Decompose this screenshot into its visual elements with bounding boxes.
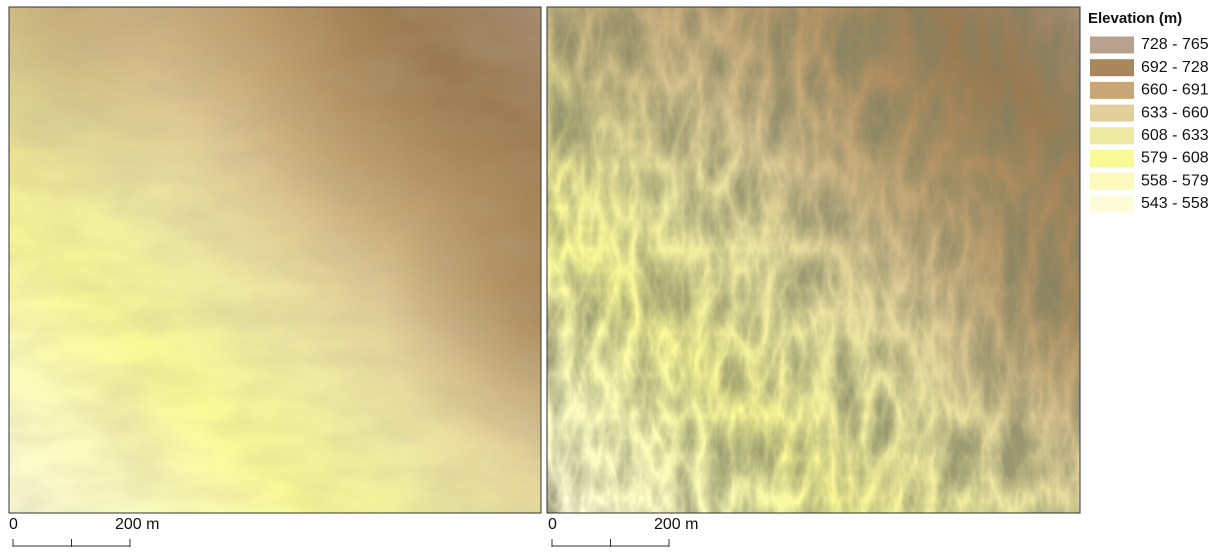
legend-label: 633 - 660 [1141, 104, 1209, 121]
legend-swatch [1090, 36, 1134, 54]
scale-start: 0 [548, 516, 557, 533]
legend-label: 692 - 728 [1141, 59, 1209, 76]
legend-label: 543 - 558 [1141, 195, 1209, 212]
legend-swatch [1090, 59, 1134, 77]
scale-end: 200 m [115, 516, 159, 533]
legend-swatch [1090, 150, 1134, 167]
map-panel [8, 6, 542, 514]
legend-swatch [1090, 81, 1134, 99]
scale-start: 0 [9, 516, 18, 533]
legend-title: Elevation (m) [1088, 10, 1182, 27]
legend-label: 660 - 691 [1141, 82, 1209, 99]
legend-label: 558 - 579 [1141, 172, 1209, 189]
legend-swatch [1090, 127, 1134, 145]
legend-label: 608 - 633 [1141, 127, 1209, 144]
legend-swatch [1090, 172, 1134, 190]
scale-end: 200 m [654, 516, 698, 533]
legend-label: 728 - 765 [1141, 36, 1209, 53]
legend-swatch [1090, 104, 1134, 122]
legend-swatch [1090, 195, 1134, 213]
map-panel [546, 6, 1081, 514]
legend-label: 579 - 608 [1141, 150, 1209, 167]
